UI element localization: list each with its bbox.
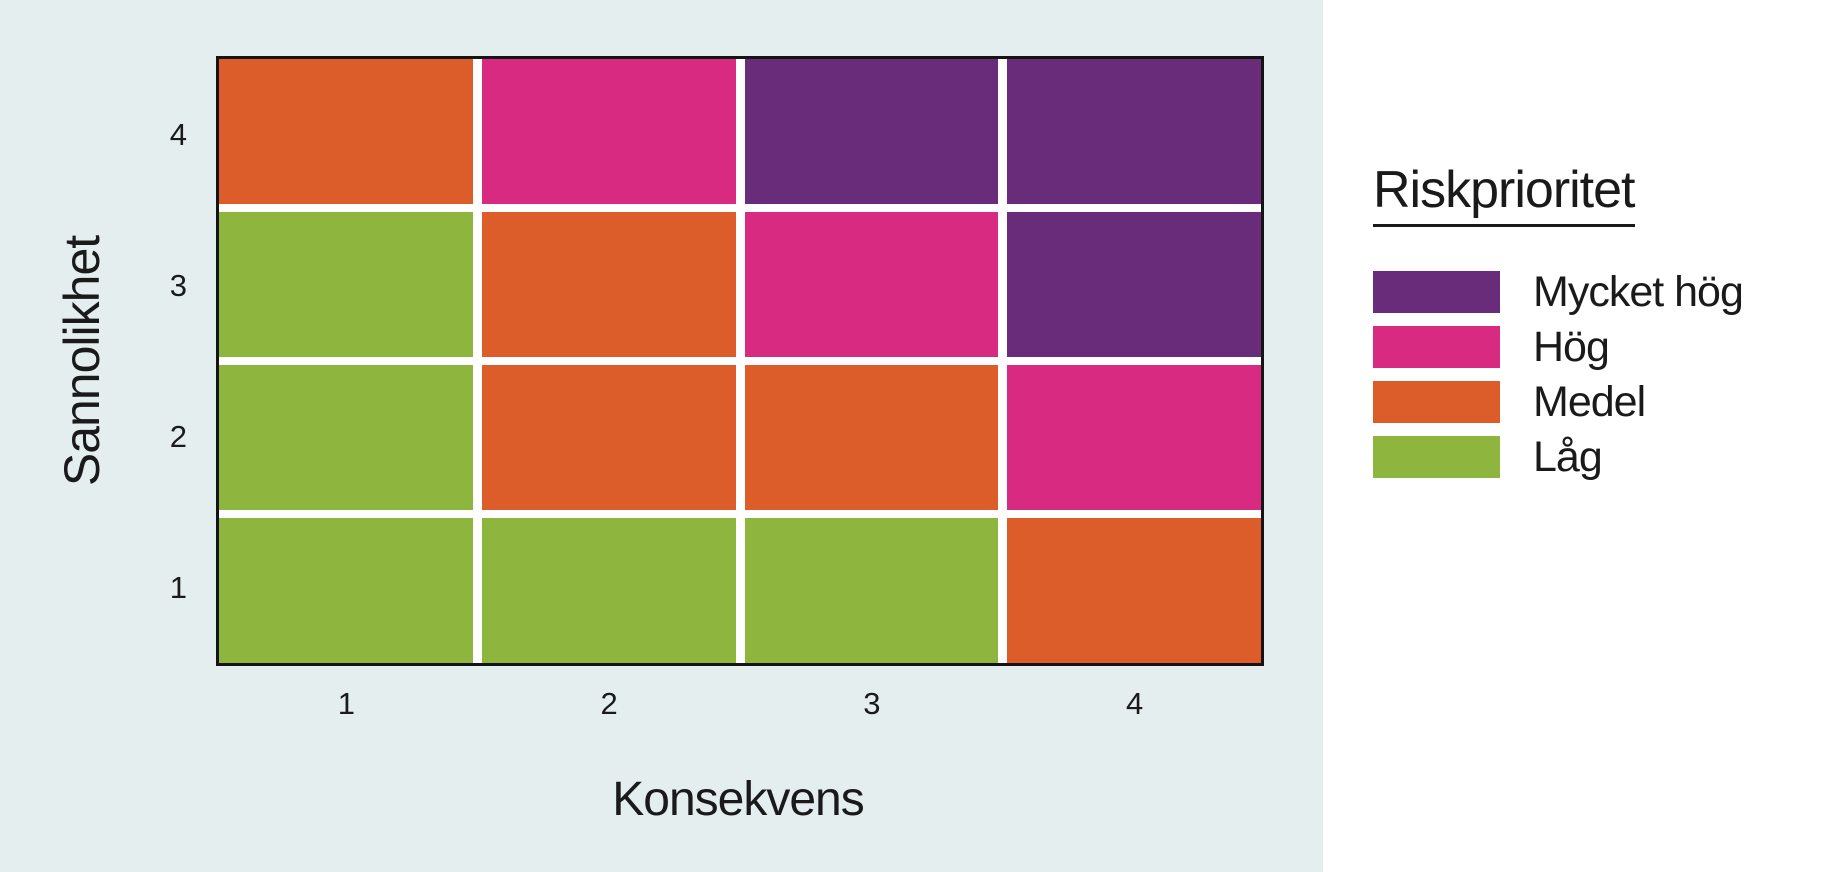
matrix-cell-s1-k2-lag <box>481 518 736 663</box>
legend-items: Mycket hög Hög Medel Låg <box>1373 267 1813 481</box>
x-tick-label-2: 2 <box>600 686 618 721</box>
legend: Riskprioritet Mycket hög Hög Medel Låg <box>1373 161 1813 491</box>
matrix-cell-s1-k4-medel <box>1007 518 1261 663</box>
legend-label-medel: Medel <box>1533 377 1646 426</box>
legend-item-mycket_hog: Mycket hög <box>1373 267 1813 316</box>
x-tick-label-4: 4 <box>1126 686 1143 721</box>
matrix-cell-s2-k2-medel <box>481 365 736 510</box>
legend-title: Riskprioritet <box>1373 161 1635 228</box>
legend-label-lag: Låg <box>1533 432 1603 481</box>
matrix-cell-s2-k4-hog <box>1007 365 1261 510</box>
matrix-cell-s2-k3-medel <box>744 365 999 510</box>
x-axis-ticks: 1 2 3 4 <box>219 686 1261 728</box>
legend-swatch-mycket_hog <box>1373 271 1500 314</box>
matrix-cell-s3-k2-medel <box>481 212 736 357</box>
matrix-cell-s3-k1-lag <box>219 212 473 357</box>
matrix-cell-s3-k4-mycket_hog <box>1007 212 1261 357</box>
matrix-cell-s4-k4-mycket_hog <box>1007 59 1261 204</box>
legend-swatch-lag <box>1373 436 1500 479</box>
y-tick-label-3: 3 <box>169 267 187 303</box>
legend-item-medel: Medel <box>1373 377 1813 426</box>
y-tick-label-4: 4 <box>169 116 187 152</box>
matrix-cell-s4-k3-mycket_hog <box>744 59 999 204</box>
matrix-cell-s1-k3-lag <box>744 518 999 663</box>
x-tick-label-1: 1 <box>337 686 355 721</box>
legend-item-lag: Låg <box>1373 432 1813 481</box>
legend-swatch-hog <box>1373 326 1500 369</box>
matrix-cell-s4-k1-medel <box>219 59 473 204</box>
x-tick-label-3: 3 <box>863 686 880 721</box>
y-axis-ticks: 4 3 2 1 <box>100 59 187 663</box>
matrix-cell-s1-k1-lag <box>219 518 473 663</box>
matrix-cell-s2-k1-lag <box>219 365 473 510</box>
legend-swatch-medel <box>1373 381 1500 424</box>
y-axis-title: Sannolikhet <box>54 235 110 487</box>
legend-label-hog: Hög <box>1533 322 1610 371</box>
x-axis-title: Konsekvens <box>612 773 865 826</box>
y-tick-label-2: 2 <box>169 418 187 454</box>
matrix-cell-s3-k3-hog <box>744 212 999 357</box>
y-tick-label-1: 1 <box>169 569 187 605</box>
matrix-cell-s4-k2-hog <box>481 59 736 204</box>
legend-item-hog: Hög <box>1373 322 1813 371</box>
risk-matrix-plot <box>216 56 1264 666</box>
legend-label-mycket_hog: Mycket hög <box>1533 267 1744 316</box>
